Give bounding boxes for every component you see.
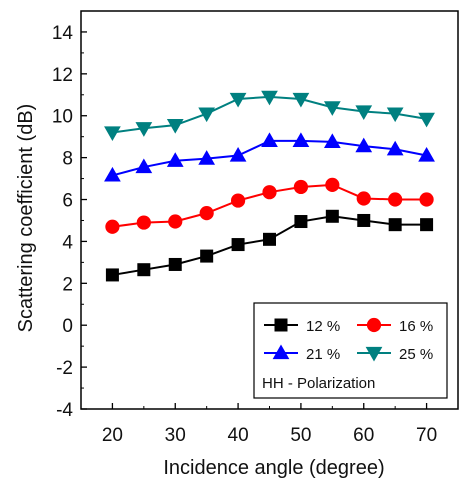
legend-label: 12 % (306, 318, 340, 335)
x-tick-label: 50 (290, 425, 311, 446)
data-point (292, 132, 310, 147)
data-point (261, 90, 278, 106)
data-point (231, 238, 245, 252)
data-point (323, 133, 341, 149)
data-point (388, 218, 402, 232)
y-tick-label: 2 (62, 274, 73, 295)
data-point (104, 166, 121, 182)
y-tick-label: 4 (62, 232, 73, 253)
data-point (168, 214, 183, 229)
legend-marker (366, 317, 382, 333)
data-point (200, 249, 214, 263)
data-point (168, 257, 182, 271)
data-point (294, 215, 308, 229)
data-point (137, 263, 151, 277)
data-point (105, 268, 119, 282)
data-point (261, 132, 278, 147)
data-point (357, 213, 371, 227)
x-tick-label: 60 (353, 425, 374, 446)
data-point (105, 219, 120, 234)
y-tick-label: 14 (52, 23, 74, 44)
data-point (135, 122, 153, 137)
y-tick-label: 8 (62, 149, 73, 170)
data-point (325, 209, 339, 223)
data-point (323, 101, 341, 116)
data-point (292, 92, 310, 108)
legend-note: HH - Polarization (262, 375, 375, 392)
x-tick-label: 30 (165, 425, 186, 446)
y-tick-label: -2 (56, 358, 73, 379)
series-3 (104, 132, 435, 182)
data-point (229, 92, 247, 108)
x-tick-label: 70 (416, 425, 437, 446)
legend-marker (274, 318, 288, 332)
data-point (198, 107, 216, 123)
data-point (136, 215, 151, 230)
legend-label: 16 % (399, 318, 433, 335)
data-point (198, 150, 216, 165)
y-axis-label: Scattering coefficient (dB) (15, 104, 37, 333)
y-tick-label: 0 (62, 316, 73, 337)
legend-marker (365, 346, 383, 362)
x-axis-label: Incidence angle (degree) (163, 457, 384, 479)
data-point (388, 192, 403, 207)
data-point (104, 126, 121, 142)
data-point (199, 206, 214, 221)
data-point (386, 140, 404, 156)
data-point (386, 107, 404, 123)
legend-marker (272, 344, 290, 360)
legend-label: 25 % (399, 346, 433, 363)
data-point (166, 152, 184, 167)
data-point (230, 193, 246, 208)
data-point (356, 191, 371, 206)
data-point (418, 112, 435, 128)
data-point (325, 177, 340, 192)
data-point (166, 119, 184, 134)
data-point (135, 158, 153, 174)
series-4 (104, 90, 435, 142)
series-2 (105, 177, 434, 234)
y-tick-label: 10 (52, 107, 73, 128)
y-tick-label: 6 (62, 191, 73, 212)
data-point (263, 232, 276, 246)
x-tick-label: 20 (102, 425, 123, 446)
data-point (418, 147, 435, 162)
data-point (262, 185, 277, 200)
data-point (419, 192, 434, 207)
y-tick-label: 12 (52, 65, 73, 86)
data-point (420, 218, 434, 232)
y-tick-label: -4 (56, 400, 73, 421)
series-1 (105, 209, 434, 282)
data-point (229, 147, 247, 162)
x-tick-label: 40 (228, 425, 249, 446)
data-point (355, 137, 373, 153)
data-point (293, 179, 309, 195)
legend-label: 21 % (306, 346, 340, 363)
data-point (355, 105, 373, 121)
